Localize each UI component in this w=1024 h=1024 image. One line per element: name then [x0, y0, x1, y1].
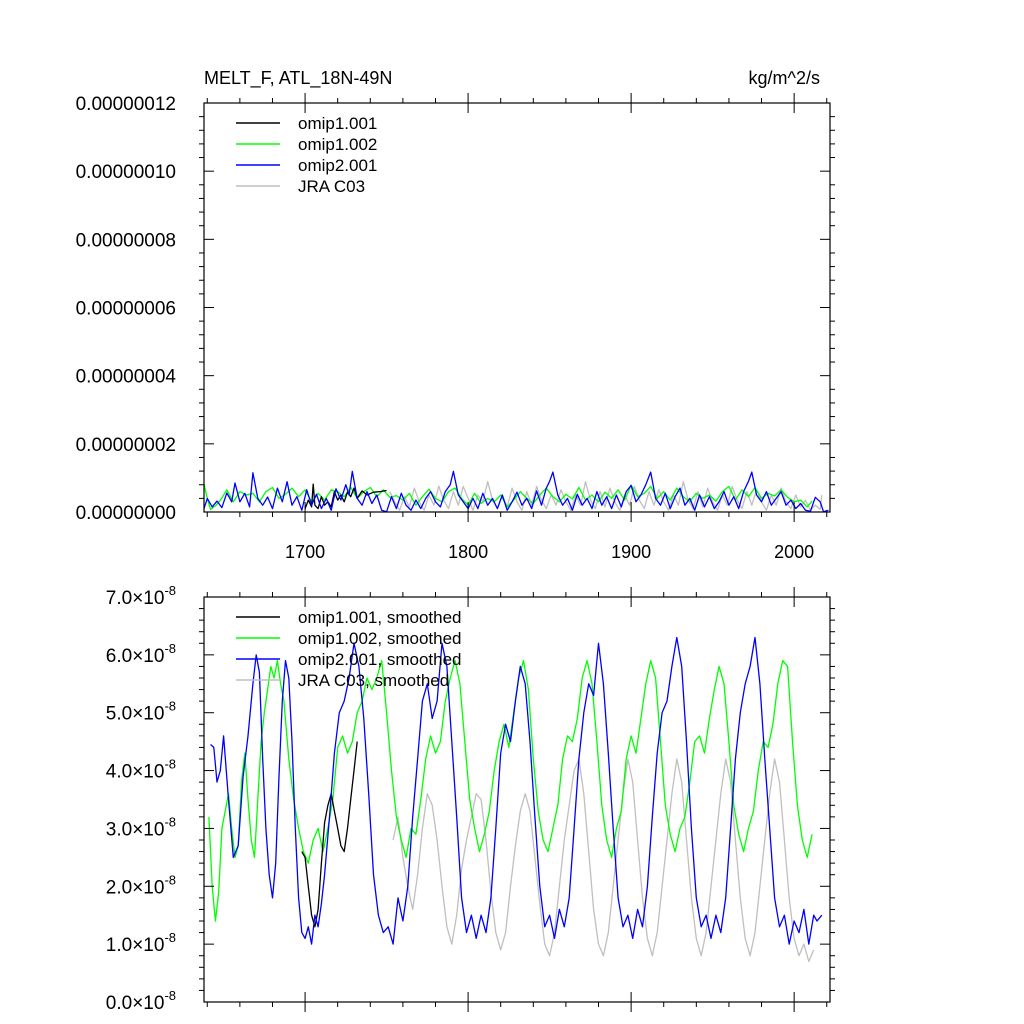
bottom-series-line-omip1-001-smoothed [301, 741, 358, 928]
top-chart-panel: 1700 1800 1900 2000 0.00000000 0.00000002 0.00… [76, 93, 835, 562]
top-chart-legend: omip1.001 omip1.002 omip2.001 JRA C03 [236, 114, 377, 196]
top-x-tick-label: 1800 [448, 542, 488, 562]
bottom-y-tick-label: 1.0×10-8 [106, 930, 176, 956]
top-chart-tick-labels: 1700 1800 1900 2000 0.00000000 0.00000002 0.00… [76, 94, 815, 562]
top-x-tick-label: 1700 [285, 542, 325, 562]
bottom-legend-label: omip1.002, smoothed [298, 629, 462, 648]
top-y-tick-label: 0.00000000 [76, 503, 176, 524]
top-legend-label: JRA C03 [298, 177, 365, 196]
top-y-tick-label: 0.00000002 [76, 435, 176, 456]
bottom-y-tick-label: 7.0×10-8 [106, 583, 176, 609]
bottom-legend-label: omip1.001, smoothed [298, 608, 462, 627]
top-y-tick-label: 0.00000012 [76, 94, 176, 115]
bottom-y-tick-label: 0.0×10-8 [106, 988, 176, 1014]
bottom-y-tick-label: 3.0×10-8 [106, 814, 176, 840]
bottom-y-tick-label: 6.0×10-8 [106, 641, 176, 667]
bottom-series-line-jra-c03-smoothed [392, 758, 815, 963]
top-series-line-omip2-001 [203, 470, 829, 513]
top-chart-ticks [199, 93, 835, 522]
bottom-chart-series-layer [208, 636, 823, 963]
top-y-tick-label: 0.00000010 [76, 162, 176, 183]
top-legend-label: omip1.002 [298, 135, 377, 154]
bottom-series-line-omip1-002-smoothed [208, 659, 813, 922]
bottom-y-tick-label: 5.0×10-8 [106, 699, 176, 725]
top-chart-title: MELT_F, ATL_18N-49N [204, 68, 392, 89]
bottom-chart-legend: omip1.001, smoothed omip1.002, smoothed om… [236, 608, 462, 690]
top-chart-series-layer [203, 470, 829, 513]
top-legend-label: omip1.001 [298, 114, 377, 133]
bottom-chart-tick-labels: 0.0×10-8 1.0×10-8 2.0×10-8 3.0×10-8 4.0×10-8… [106, 583, 176, 1014]
bottom-y-tick-label: 2.0×10-8 [106, 872, 176, 898]
bottom-chart-panel: 0.0×10-8 1.0×10-8 2.0×10-8 3.0×10-8 4.0×10-8… [106, 583, 835, 1014]
bottom-legend-label: omip2.001, smoothed [298, 650, 462, 669]
bottom-chart-ticks [199, 587, 835, 1012]
top-y-tick-label: 0.00000006 [76, 299, 176, 320]
bottom-series-line-omip2-001-smoothed [210, 636, 823, 945]
top-x-tick-label: 1900 [611, 542, 651, 562]
top-y-tick-label: 0.00000008 [76, 230, 176, 251]
top-legend-label: omip2.001 [298, 156, 377, 175]
top-x-tick-label: 2000 [774, 542, 814, 562]
bottom-y-tick-label: 4.0×10-8 [106, 757, 176, 783]
top-chart-units: kg/m^2/s [749, 68, 820, 88]
top-y-tick-label: 0.00000004 [76, 367, 177, 388]
bottom-legend-label: JRA C03, smoothed [298, 671, 449, 690]
bottom-chart-frame [203, 596, 831, 1003]
